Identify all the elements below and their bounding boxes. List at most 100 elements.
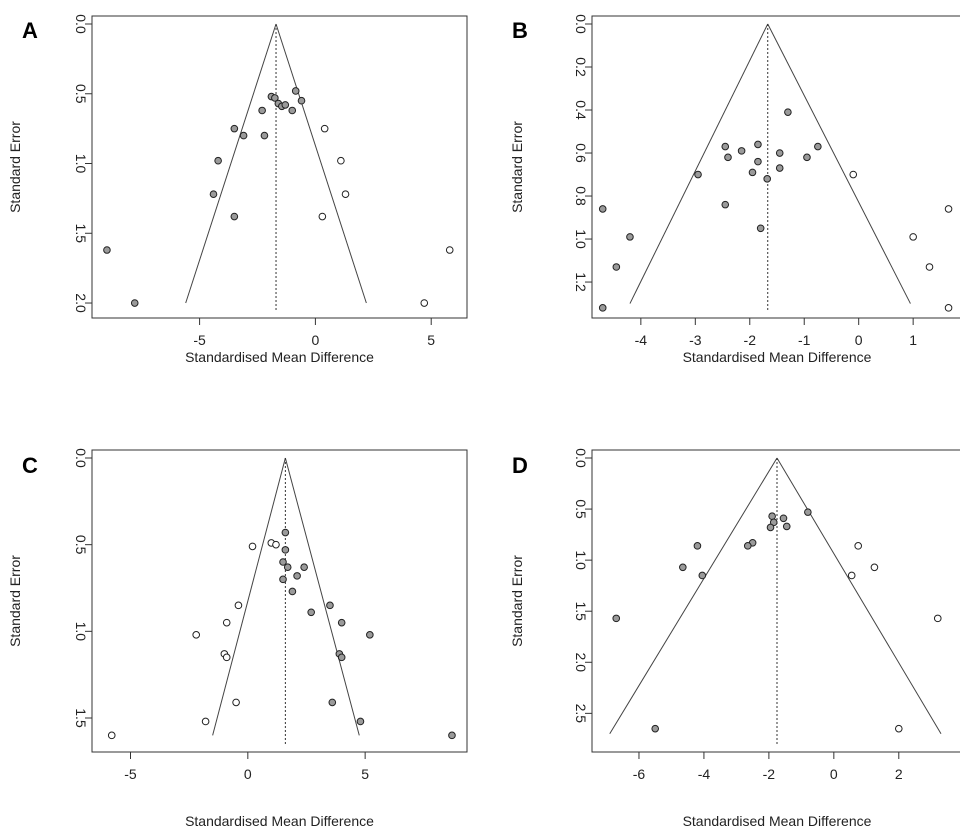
imputed-study-point bbox=[272, 540, 280, 549]
imputed-study-point bbox=[341, 190, 350, 199]
imputed-study-point bbox=[849, 170, 858, 179]
imputed-study-point bbox=[234, 601, 243, 610]
y-tick-label: 0.0 bbox=[73, 14, 89, 34]
observed-study-point bbox=[743, 542, 752, 550]
observed-study-point bbox=[775, 149, 784, 157]
y-axis-title: Standard Error bbox=[509, 121, 525, 213]
observed-study-point bbox=[626, 233, 634, 241]
y-tick-label: 1.5 bbox=[73, 708, 89, 728]
panel-c: C -5 0 5 0.0 0.5 1.0 1.5 Standardised Mean Diffe… bbox=[7, 448, 468, 829]
observed-study-point bbox=[766, 523, 775, 532]
observed-study-point bbox=[260, 131, 269, 140]
observed-study-point bbox=[756, 224, 765, 233]
observed-study-point bbox=[130, 299, 139, 307]
observed-study-point bbox=[366, 631, 374, 639]
observed-study-point bbox=[804, 508, 812, 516]
imputed-study-point bbox=[232, 698, 240, 707]
observed-study-point bbox=[271, 94, 279, 102]
y-tick-label: 0.5 bbox=[73, 535, 89, 555]
plot-frame bbox=[591, 449, 960, 753]
observed-study-point bbox=[337, 618, 346, 627]
plot-frame bbox=[591, 15, 960, 319]
observed-study-point bbox=[209, 190, 218, 199]
observed-study-point bbox=[814, 142, 822, 151]
x-tick-label: 0 bbox=[855, 332, 863, 348]
observed-study-point bbox=[724, 153, 732, 162]
observed-study-point bbox=[103, 246, 111, 254]
x-tick-label: 0 bbox=[244, 766, 252, 782]
y-tick-label: 1.5 bbox=[573, 601, 589, 621]
imputed-study-point bbox=[318, 212, 327, 221]
imputed-study-point bbox=[847, 571, 856, 580]
imputed-study-point bbox=[248, 542, 257, 551]
y-tick-label: 0.0 bbox=[573, 448, 589, 468]
observed-study-point bbox=[803, 153, 811, 162]
y-tick-label: 2.0 bbox=[573, 653, 589, 673]
funnel-right-line bbox=[284, 457, 360, 736]
imputed-study-point bbox=[222, 618, 231, 627]
observed-study-point bbox=[326, 601, 334, 610]
x-tick-label: 1 bbox=[909, 332, 917, 348]
y-tick-label: 0.8 bbox=[573, 186, 589, 206]
panel-d: D -6 -4 -2 0 2 0.0 0.5 1.0 1.5 2.0 2.5 Standardised … bbox=[509, 448, 960, 829]
observed-study-point bbox=[279, 558, 287, 566]
observed-study-point bbox=[288, 106, 297, 115]
observed-study-point bbox=[281, 546, 290, 554]
observed-study-point bbox=[651, 724, 660, 733]
observed-study-point bbox=[283, 563, 292, 572]
x-axis-title: Standardised Mean Difference bbox=[185, 813, 374, 829]
observed-study-point bbox=[300, 563, 308, 572]
y-tick-label: 1.0 bbox=[73, 622, 89, 642]
observed-study-point bbox=[698, 571, 707, 580]
observed-study-point bbox=[721, 142, 730, 151]
observed-study-point bbox=[754, 157, 762, 166]
observed-study-point bbox=[230, 212, 239, 221]
x-tick-label: -4 bbox=[698, 766, 711, 782]
y-tick-label: 2.0 bbox=[73, 293, 89, 313]
y-tick-label: 1.0 bbox=[73, 154, 89, 174]
observed-study-point bbox=[763, 175, 771, 183]
imputed-study-point bbox=[933, 614, 942, 623]
x-tick-label: -5 bbox=[193, 332, 206, 348]
observed-study-point bbox=[768, 512, 776, 521]
y-tick-label: 2.5 bbox=[573, 704, 589, 724]
imputed-study-point bbox=[870, 563, 879, 572]
observed-study-point bbox=[279, 575, 287, 584]
observed-study-point bbox=[214, 156, 222, 165]
y-axis-title: Standard Error bbox=[7, 555, 23, 647]
panel-b: B -4 -3 -2 -1 0 1 0.0 0.2 0.4 0.6 0.8 1.0 1.2 Standard… bbox=[509, 14, 960, 365]
observed-study-point bbox=[598, 304, 607, 312]
imputed-study-point bbox=[222, 653, 231, 662]
observed-study-point bbox=[598, 205, 607, 213]
x-tick-label: -5 bbox=[124, 766, 137, 782]
plot-frame bbox=[91, 449, 468, 753]
observed-study-point bbox=[693, 542, 702, 550]
observed-study-point bbox=[281, 528, 290, 537]
observed-study-point bbox=[239, 131, 248, 140]
observed-study-point bbox=[291, 87, 300, 95]
y-tick-label: 0.2 bbox=[573, 57, 589, 77]
observed-study-point bbox=[721, 200, 730, 209]
y-tick-label: 0.5 bbox=[73, 84, 89, 104]
y-tick-label: 0.5 bbox=[573, 499, 589, 519]
y-tick-label: 1.2 bbox=[573, 272, 589, 292]
y-axis-title: Standard Error bbox=[7, 121, 23, 213]
x-tick-label: -1 bbox=[798, 332, 811, 348]
x-tick-label: 5 bbox=[361, 766, 369, 782]
panel-letter: D bbox=[512, 453, 528, 478]
y-tick-label: 0.6 bbox=[573, 143, 589, 163]
panel-a: A -5 0 5 0.0 0.5 1.0 1.5 2.0 Standardised Mean Di… bbox=[7, 14, 468, 365]
observed-study-point bbox=[779, 514, 788, 523]
panel-letter: A bbox=[22, 18, 38, 43]
x-axis-title: Standardised Mean Difference bbox=[185, 349, 374, 365]
observed-study-point bbox=[297, 96, 306, 105]
observed-study-point bbox=[784, 108, 792, 116]
y-tick-label: 0.4 bbox=[573, 100, 589, 120]
imputed-study-point bbox=[107, 731, 116, 740]
y-tick-label: 0.0 bbox=[73, 448, 89, 468]
observed-study-point bbox=[448, 731, 456, 740]
x-tick-label: -4 bbox=[635, 332, 648, 348]
x-tick-label: 2 bbox=[895, 766, 903, 782]
imputed-study-point bbox=[909, 233, 917, 241]
x-tick-label: 0 bbox=[312, 332, 320, 348]
